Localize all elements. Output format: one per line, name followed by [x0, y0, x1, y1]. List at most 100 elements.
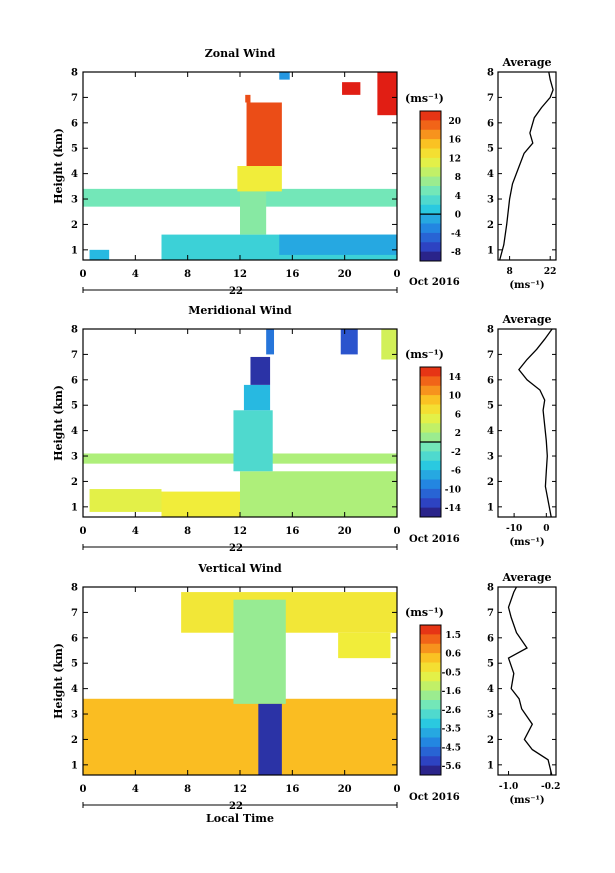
- colorbar-segment: [420, 470, 441, 480]
- y-tick-label: 2: [71, 477, 78, 488]
- colorbar-tick-label: -14: [445, 504, 461, 514]
- average-y-tick-label: 8: [487, 583, 494, 594]
- colorbar-tick-label: 12: [448, 154, 461, 164]
- data-region-4: [258, 703, 282, 775]
- y-tick-label: 6: [71, 375, 78, 386]
- colorbar-segment: [420, 139, 441, 149]
- average-x-tick-label: 0: [543, 524, 549, 534]
- colorbar-segment: [420, 186, 441, 196]
- colorbar-segment: [420, 214, 441, 224]
- colorbar-segment: [420, 129, 441, 140]
- colorbar-tick-label: -4.5: [442, 743, 461, 753]
- month-label: Oct 2016: [409, 277, 460, 288]
- x-tick-label: 20: [338, 269, 352, 280]
- colorbar-segment: [420, 423, 441, 434]
- colorbar-tick-label: -1.6: [442, 687, 461, 697]
- colorbar-tick-label: 10: [448, 392, 461, 402]
- x-tick-label: 16: [285, 269, 299, 280]
- x-tick-label: 4: [132, 269, 139, 280]
- x-tick-label: 0: [394, 784, 401, 795]
- data-region-8: [266, 329, 275, 355]
- colorbar-segment: [420, 746, 441, 757]
- data-region-9: [340, 329, 358, 355]
- average-profile-line: [518, 328, 553, 518]
- colorbar-segment: [420, 251, 441, 262]
- colorbar-segment: [420, 671, 441, 682]
- average-y-tick-label: 3: [487, 195, 494, 206]
- x-tick-label: 20: [338, 784, 352, 795]
- colorbar-segment: [420, 120, 441, 131]
- y-tick-label: 5: [71, 659, 78, 670]
- average-title: Average: [501, 56, 551, 69]
- average-frame: [497, 586, 557, 776]
- y-tick-label: 8: [71, 68, 78, 79]
- y-tick-label: 7: [71, 350, 78, 361]
- colorbar-segment: [420, 167, 441, 178]
- average-y-tick-label: 3: [487, 710, 494, 721]
- average-y-tick-label: 7: [487, 93, 494, 104]
- data-region-7: [246, 102, 282, 166]
- x-tick-label: 0: [80, 784, 87, 795]
- colorbar-segment: [420, 148, 441, 159]
- y-tick-label: 2: [71, 735, 78, 746]
- y-tick-label: 5: [71, 144, 78, 155]
- colorbar-segment: [420, 451, 441, 462]
- data-region-2: [89, 489, 162, 512]
- average-profile-line: [499, 71, 554, 261]
- colorbar-segment: [420, 507, 441, 518]
- chart-title: Zonal Wind: [205, 47, 276, 60]
- colorbar-segment: [420, 625, 441, 635]
- day-label: 22: [229, 286, 243, 297]
- average-y-tick-label: 6: [487, 375, 494, 386]
- colorbar-segment: [420, 442, 441, 452]
- y-axis-label: Height (km): [52, 385, 65, 461]
- data-region-1: [83, 698, 397, 775]
- y-tick-label: 1: [71, 760, 78, 771]
- colorbar-segment: [420, 681, 441, 692]
- colorbar-segment: [420, 195, 441, 206]
- colorbar-segment: [420, 634, 441, 645]
- colorbar-tick-label: 8: [455, 173, 461, 183]
- average-y-tick-label: 5: [487, 144, 494, 155]
- colorbar-segment: [420, 176, 441, 187]
- colorbar-segment: [420, 498, 441, 509]
- y-tick-label: 6: [71, 118, 78, 129]
- day-label: 22: [229, 801, 243, 812]
- y-tick-label: 2: [71, 220, 78, 231]
- data-region-8: [245, 94, 251, 103]
- average-y-tick-label: 6: [487, 633, 494, 644]
- data-region-7: [250, 356, 271, 385]
- colorbar-segment: [420, 385, 441, 396]
- colorbar-segment: [420, 376, 441, 387]
- colorbar-segment: [420, 111, 441, 121]
- colorbar-unit: (ms⁻¹): [405, 348, 444, 361]
- data-region-3: [233, 599, 286, 704]
- colorbar-segment: [420, 395, 441, 405]
- average-y-tick-label: 8: [487, 325, 494, 336]
- average-y-tick-label: 2: [487, 735, 494, 746]
- colorbar-tick-label: 0.6: [445, 650, 461, 660]
- x-tick-label: 16: [285, 784, 299, 795]
- colorbar-tick-label: 1.5: [445, 631, 461, 641]
- colorbar-tick-label: 2: [455, 429, 461, 439]
- average-frame: [497, 71, 557, 261]
- average-profile-line: [507, 586, 553, 776]
- data-region-2: [89, 249, 110, 260]
- y-tick-label: 8: [71, 325, 78, 336]
- x-tick-label: 8: [184, 269, 191, 280]
- average-y-tick-label: 5: [487, 659, 494, 670]
- colorbar-tick-label: 14: [448, 373, 461, 383]
- average-y-tick-label: 6: [487, 118, 494, 129]
- data-region-6: [237, 166, 282, 192]
- y-tick-label: 8: [71, 583, 78, 594]
- average-y-tick-label: 3: [487, 452, 494, 463]
- colorbar-tick-label: -5.6: [442, 762, 461, 772]
- average-x-tick-label: 8: [506, 267, 512, 277]
- x-tick-label: 0: [394, 526, 401, 537]
- average-title: Average: [501, 571, 551, 584]
- average-x-tick-label: -1.0: [499, 782, 518, 792]
- colorbar-segment: [420, 718, 441, 729]
- y-tick-label: 3: [71, 452, 78, 463]
